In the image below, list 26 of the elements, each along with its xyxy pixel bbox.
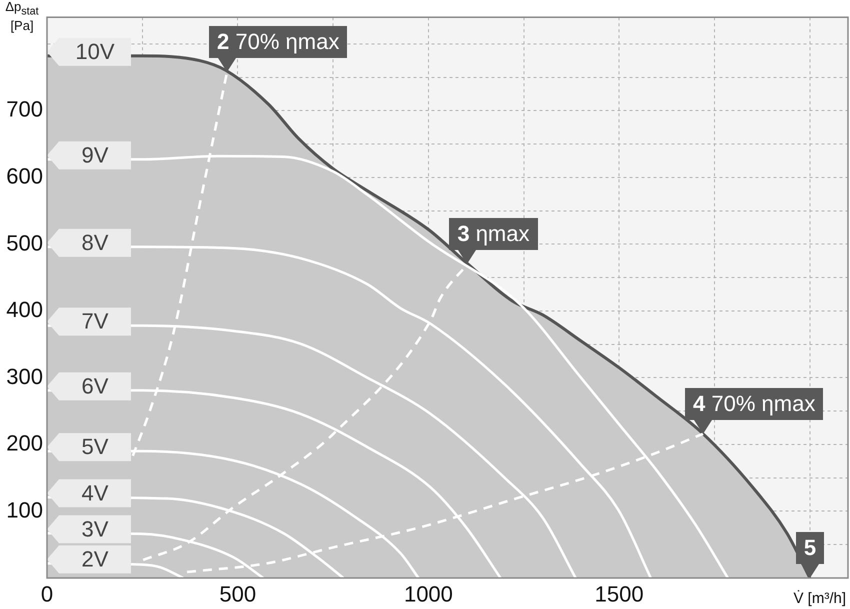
series-label: 8V <box>82 230 109 255</box>
annotation: 3 ηmax <box>449 218 538 250</box>
x-tick-label: 1500 <box>594 581 644 606</box>
x-tick-label: 1000 <box>404 581 453 606</box>
y-tick-label: 200 <box>6 430 43 456</box>
y-tick-label: 700 <box>6 96 43 122</box>
y-tick-label: 300 <box>6 364 43 389</box>
series-label: 5V <box>82 434 109 460</box>
x-tick-label: 500 <box>219 581 256 606</box>
series-label: 3V <box>82 516 109 542</box>
series-label: 6V <box>82 373 109 398</box>
y-axis-title: Δp$_{stat}$ [Pa] <box>4 0 40 33</box>
series-label: 9V <box>82 142 109 168</box>
x-tick-label: 0 <box>40 581 54 606</box>
y-tick-label: 100 <box>6 497 43 522</box>
x-axis-title: V̇ [m³/h] <box>793 590 846 607</box>
annotation: 2 70% ηmax <box>209 26 348 58</box>
series-label: 7V <box>82 308 109 334</box>
y-tick-label: 600 <box>6 163 43 188</box>
series-label: 2V <box>82 546 109 572</box>
annotation: 5 <box>804 535 816 560</box>
y-tick-label: 400 <box>6 297 43 322</box>
series-label: 4V <box>82 480 109 506</box>
y-tick-label: 500 <box>6 230 43 256</box>
series-label: 10V <box>75 38 115 64</box>
annotation: 4 70% ηmax <box>685 388 824 420</box>
